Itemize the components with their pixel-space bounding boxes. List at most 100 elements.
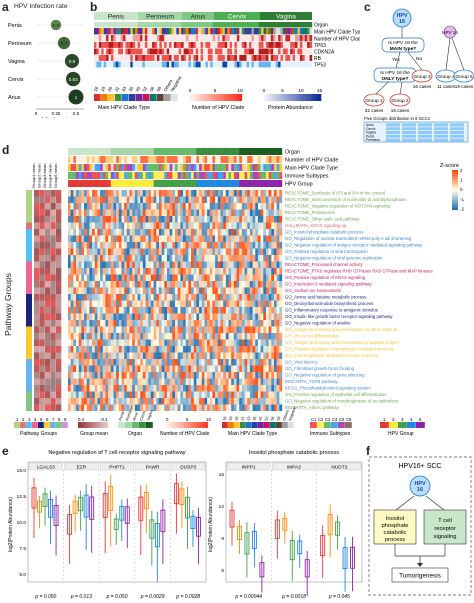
heatmap-cell [159,48,163,55]
heatmap-cell [233,372,237,379]
heatmap-cell [210,42,213,48]
heatmap-cell [212,48,216,55]
heatmap-cell [156,281,160,288]
heatmap-cell [164,385,168,392]
annotation-cell [100,148,103,155]
annotation-cell [191,172,194,179]
heatmap-cell [244,261,248,268]
heatmap-cell [121,190,125,197]
annotation-cell [110,164,114,171]
heatmap-cell [236,261,240,268]
heatmap-cell [258,55,262,61]
heatmap-cell [156,216,160,223]
heatmap-cell [228,313,232,320]
heatmap-cell [92,261,95,268]
heatmap-cell [201,346,205,353]
heatmap-cell [236,209,240,216]
heatmap-cell [116,300,120,307]
annotation-cell [153,180,157,187]
panel-d: Pathway Groups Organ Number of HPV Clade M… [0,146,474,443]
heatmap-cell [140,404,144,411]
annotation-cell [244,172,248,179]
annotation-cell [241,172,245,179]
heatmap-cell [84,242,87,249]
heatmap-cell [252,326,256,333]
heatmap-cell [233,404,237,411]
x-axis-title: Infection rate [42,117,71,118]
heatmap-cell [70,209,74,216]
heatmap-cell [212,300,216,307]
clade-type-swatch [270,422,276,428]
group-mean-label: Group4 mean [48,164,53,188]
annotation-cell [268,172,272,179]
heatmap-cell [137,235,141,242]
heatmap-cell [196,281,200,288]
pathway-label: REACTOME_PTK6 regulates RHO GTPases RAS … [285,269,433,274]
heatmap-cell [130,61,133,68]
heatmap-cell [188,235,192,242]
heatmap-cell [201,365,205,372]
heatmap-cell [110,22,114,28]
annotation-cell [140,172,144,179]
heatmap-cell [81,391,85,398]
heatmap-cell [110,261,114,268]
heatmap-cell [166,42,170,48]
heatmap-cell [295,22,298,28]
heatmap-cell [270,61,274,68]
heatmap-cell [70,242,74,249]
heatmap-cell [158,300,162,307]
tree-edge [407,51,423,71]
heatmap-cell [223,398,227,405]
box [124,506,130,524]
heatmap-cell [276,255,280,262]
heatmap-cell [209,294,213,301]
heatmap-cell [140,222,144,229]
heatmap-cell [140,261,144,268]
heatmap-cell [86,365,90,372]
heatmap-cell [209,248,213,255]
heatmap-cell [140,22,143,28]
heatmap-cell [239,222,243,229]
heatmap-cell [73,333,77,340]
heatmap-cell [233,268,237,275]
heatmap-cell [196,294,200,301]
group-label: Group 1 [365,98,383,104]
heatmap-cell [161,391,165,398]
annotation-cell [108,180,111,187]
heatmap-cell [150,268,154,275]
heatmap-cell [94,281,98,288]
heatmap-cell [147,22,150,28]
heatmap-cell [97,313,101,320]
heatmap-cell [217,229,221,236]
heatmap-cell [195,22,199,28]
heatmap-cell [153,222,157,229]
heatmap-cell [222,35,225,42]
heatmap-cell [89,287,93,294]
heatmap-cell [199,255,202,262]
annotation-cell [263,164,267,171]
pathway-group-bar [26,313,32,320]
heatmap-cell [113,42,116,48]
heatmap-cell [169,404,173,411]
heatmap-cell [249,287,253,294]
heatmap-cell [172,209,176,216]
heatmap-cell [129,313,133,320]
heatmap-cell [223,229,227,236]
heatmap-cell [161,333,165,340]
heatmap-cell [201,274,205,281]
heatmap-cell [116,190,120,197]
heatmap-cell [89,320,93,327]
annotation-cell [193,180,197,187]
heatmap-cell [268,391,272,398]
heatmap-cell [164,22,167,28]
heatmap-cell [204,404,208,411]
pathway-group-bar [26,404,32,411]
protein-tick: 10 [298,88,304,94]
heatmap-cell [212,261,216,268]
heatmap-cell [116,398,120,405]
group-mean-cell [56,242,62,249]
group-mean-cell [45,365,51,372]
heatmap-cell [108,203,111,210]
heatmap-cell [249,22,252,28]
heatmap-cell [137,333,141,340]
